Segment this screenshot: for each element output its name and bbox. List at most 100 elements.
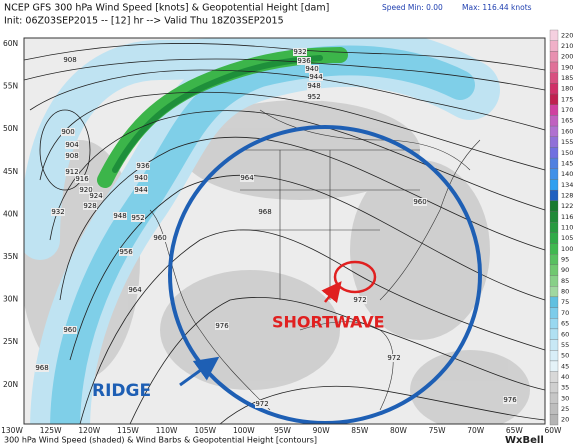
colorbar-label: 35 xyxy=(561,384,569,392)
contour-label-bg xyxy=(128,286,142,294)
colorbar-swatch xyxy=(549,414,559,426)
colorbar-swatch xyxy=(549,286,559,298)
contour-label-bg xyxy=(255,400,269,408)
latitude-label: 40N xyxy=(3,209,18,218)
contour-label: 976 xyxy=(503,396,517,404)
init-time: Init: 06Z03SEP2015 -- [12] hr --> Valid … xyxy=(4,16,284,27)
contour-label: 928 xyxy=(83,202,96,210)
colorbar-swatch xyxy=(549,200,559,212)
contour-label: 960 xyxy=(413,198,426,206)
contour-label: 932 xyxy=(293,48,306,56)
colorbar-swatch xyxy=(549,371,559,383)
colorbar-label: 110 xyxy=(561,224,573,232)
colorbar-swatch xyxy=(549,136,559,148)
colorbar-swatch xyxy=(549,125,559,137)
contour-label-bg xyxy=(297,57,311,65)
contour-label-bg xyxy=(413,198,427,206)
colorbar-label: 55 xyxy=(561,341,569,349)
longitude-label: 105W xyxy=(194,426,216,435)
contour-label: 904 xyxy=(65,141,79,149)
colorbar-label: 20 xyxy=(561,416,569,424)
contour-label: 916 xyxy=(75,175,89,183)
longitude-label: 130W xyxy=(1,426,23,435)
colorbar-swatch xyxy=(549,275,559,287)
contour-label-bg xyxy=(65,152,79,160)
colorbar-label: 190 xyxy=(561,63,573,71)
colorbar-swatch xyxy=(549,29,559,41)
contour-label: 972 xyxy=(353,296,366,304)
contour-label-bg xyxy=(309,73,323,81)
longitude-label: 125W xyxy=(40,426,62,435)
colorbar-label: 75 xyxy=(561,298,569,306)
colorbar-swatch xyxy=(549,115,559,127)
colorbar-label: 155 xyxy=(561,138,573,146)
longitude-label: 115W xyxy=(117,426,139,435)
colorbar-label: 210 xyxy=(561,42,573,50)
colorbar-swatch xyxy=(549,93,559,105)
colorbar-label: 160 xyxy=(561,127,573,135)
colorbar-swatch xyxy=(549,296,559,308)
colorbar-swatch xyxy=(549,350,559,362)
colorbar-swatch xyxy=(549,72,559,84)
colorbar-swatch xyxy=(549,382,559,394)
colorbar-label: 220 xyxy=(561,31,573,39)
colorbar-swatch xyxy=(549,40,559,52)
contour-label-bg xyxy=(153,234,167,242)
contour-label-bg xyxy=(134,186,148,194)
colorbar-swatch xyxy=(549,360,559,372)
colorbar-swatch xyxy=(549,83,559,95)
colorbar-label: 150 xyxy=(561,149,573,157)
contour-label-bg xyxy=(136,162,150,170)
contour-label-bg xyxy=(503,396,517,404)
contour-label: 960 xyxy=(63,326,76,334)
contour-label-bg xyxy=(113,212,127,220)
contour-label-bg xyxy=(293,48,307,56)
colorbar-label: 80 xyxy=(561,288,569,296)
contour-label-bg xyxy=(131,214,145,222)
colorbar-label: 116 xyxy=(561,213,573,221)
speed-max: Max: 116.44 knots xyxy=(462,3,532,12)
highlight-circle xyxy=(168,125,482,424)
colorbar-label: 45 xyxy=(561,362,569,370)
colorbar-label: 90 xyxy=(561,266,569,274)
colorbar-swatch xyxy=(549,168,559,180)
contour-label: 912 xyxy=(65,168,78,176)
colorbar-label: 65 xyxy=(561,320,569,328)
colorbar-label: 60 xyxy=(561,330,569,338)
longitude-label: 70W xyxy=(467,426,485,435)
contour-label-bg xyxy=(51,208,65,216)
contour-label: 940 xyxy=(305,65,318,73)
contour-label-bg xyxy=(79,186,93,194)
latitude-label: 30N xyxy=(3,295,18,304)
contour-label-bg xyxy=(63,56,77,64)
colorbar-label: 200 xyxy=(561,53,573,61)
contour-label: 968 xyxy=(35,364,48,372)
colorbar-label: 175 xyxy=(561,95,573,103)
contour-label: 944 xyxy=(134,186,148,194)
ridge-arrow xyxy=(179,356,220,387)
shortwave-arrow xyxy=(321,281,342,304)
contour-label: 972 xyxy=(255,400,268,408)
shortwave-circle xyxy=(333,260,377,294)
contour-label: 908 xyxy=(65,152,78,160)
contour-label-bg xyxy=(134,174,148,182)
colorbar-label: 85 xyxy=(561,277,569,285)
colorbar-swatch xyxy=(549,264,559,276)
contour-label-bg xyxy=(63,326,77,334)
contour-label: 936 xyxy=(136,162,150,170)
colorbar-swatch xyxy=(549,157,559,169)
contour-label-bg xyxy=(61,128,75,136)
footer-caption: 300 hPa Wind Speed (shaded) & Wind Barbs… xyxy=(4,436,317,445)
contour-label-bg xyxy=(119,248,133,256)
colorbar-swatch xyxy=(549,339,559,351)
colorbar-swatch xyxy=(549,232,559,244)
colorbar-label: 134 xyxy=(561,181,573,189)
contour-label-bg xyxy=(75,175,89,183)
colorbar-swatch xyxy=(549,318,559,330)
contour-label: 964 xyxy=(240,174,254,182)
contour-label-bg xyxy=(89,192,103,200)
contour-label-bg xyxy=(305,65,319,73)
longitude-label: 90W xyxy=(313,426,331,435)
colorbar-swatch xyxy=(549,403,559,415)
